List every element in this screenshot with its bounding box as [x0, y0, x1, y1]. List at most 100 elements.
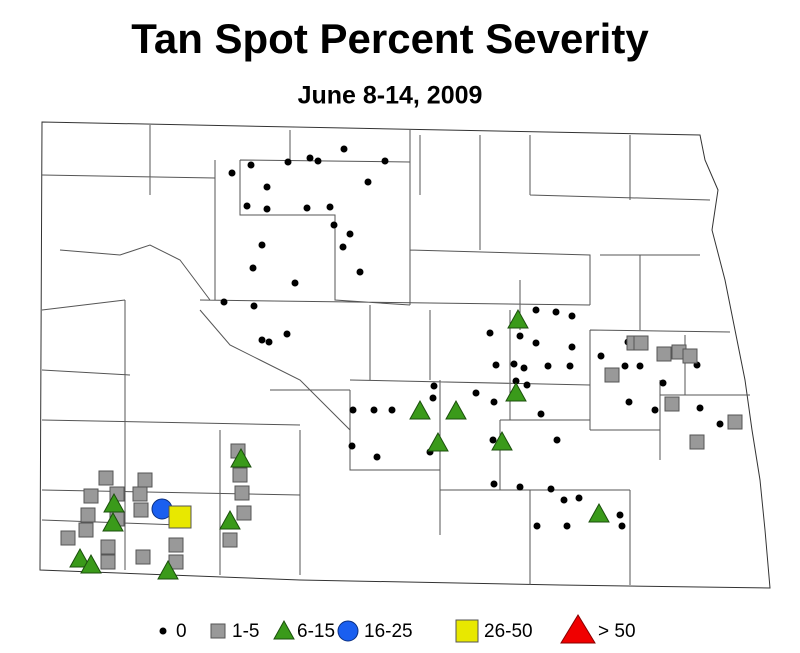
dot-marker	[510, 360, 518, 368]
dot-marker	[621, 362, 629, 370]
dot-marker	[303, 204, 311, 212]
triangle-marker	[273, 619, 295, 640]
dot-marker	[381, 157, 389, 165]
square-marker	[100, 554, 116, 570]
dot-marker	[330, 221, 338, 229]
dot-marker	[490, 398, 498, 406]
dot-marker	[314, 157, 322, 165]
legend-label: > 50	[598, 621, 636, 642]
square-marker	[222, 532, 238, 548]
dot-marker	[489, 436, 497, 444]
square-marker	[83, 488, 99, 504]
dot-marker	[263, 205, 271, 213]
dot-marker	[356, 268, 364, 276]
dot-marker	[346, 230, 354, 238]
triangle-marker	[588, 502, 610, 523]
square-marker	[135, 549, 151, 565]
square-marker	[60, 530, 76, 546]
dot-marker	[597, 352, 605, 360]
triangle-marker	[103, 492, 125, 513]
triangle-marker	[219, 509, 241, 530]
dot-marker	[552, 308, 560, 316]
dot-marker	[651, 406, 659, 414]
triangle-marker	[507, 308, 529, 329]
dot-marker	[263, 183, 271, 191]
dot-marker	[560, 496, 568, 504]
dot-marker	[516, 332, 524, 340]
circle-marker	[337, 620, 359, 642]
dot-marker	[247, 161, 255, 169]
dot-marker	[340, 145, 348, 153]
legend-label: 6-15	[297, 621, 335, 642]
state-outline	[39, 121, 771, 589]
dot-marker	[532, 306, 540, 314]
dot-marker	[616, 511, 624, 519]
dot-marker	[370, 406, 378, 414]
dot-marker	[553, 436, 561, 444]
dot-marker	[249, 264, 257, 272]
triangle-marker	[491, 430, 513, 451]
triangle-marker	[69, 547, 91, 568]
dot-marker	[659, 379, 667, 387]
triangle-marker	[445, 399, 467, 420]
dot-marker	[430, 382, 438, 390]
dot-marker	[492, 361, 500, 369]
dot-marker	[326, 203, 334, 211]
dot-marker	[563, 522, 571, 530]
square-marker	[682, 348, 698, 364]
legend-label: 26-50	[484, 621, 533, 642]
square-marker	[236, 505, 252, 521]
triangle-marker	[157, 559, 179, 580]
square-marker	[689, 434, 705, 450]
dot-marker	[490, 480, 498, 488]
triangle-marker	[427, 431, 449, 452]
legend-label: 16-25	[364, 621, 413, 642]
dot-marker	[159, 627, 167, 635]
dot-marker	[544, 362, 552, 370]
dot-marker	[228, 169, 236, 177]
dot-marker	[537, 410, 545, 418]
square-marker	[656, 346, 672, 362]
legend-label: 0	[176, 621, 187, 642]
dot-marker	[523, 381, 531, 389]
dot-marker	[349, 406, 357, 414]
red-triangle-marker	[560, 614, 596, 644]
yellow-marker	[455, 619, 479, 643]
dot-marker	[348, 442, 356, 450]
dot-marker	[716, 420, 724, 428]
square-marker	[100, 539, 116, 555]
square-marker	[80, 507, 96, 523]
dot-marker	[618, 522, 626, 530]
dot-marker	[250, 302, 258, 310]
square-marker	[78, 522, 94, 538]
dot-marker	[284, 158, 292, 166]
dot-marker	[516, 483, 524, 491]
square-marker	[137, 472, 153, 488]
dot-marker	[283, 330, 291, 338]
square-marker	[133, 502, 149, 518]
square-marker	[98, 470, 114, 486]
yellow-marker	[168, 505, 192, 529]
triangle-marker	[80, 553, 102, 574]
square-marker	[132, 486, 148, 502]
dot-marker	[568, 343, 576, 351]
dot-marker	[512, 377, 520, 385]
dot-marker	[472, 389, 480, 397]
map-title: Tan Spot Percent Severity	[131, 15, 649, 62]
map-subtitle: June 8-14, 2009	[298, 82, 483, 110]
dot-marker	[258, 336, 266, 344]
dot-marker	[568, 312, 576, 320]
square-marker	[210, 623, 226, 639]
dot-marker	[291, 279, 299, 287]
dot-marker	[258, 241, 266, 249]
markers	[60, 145, 743, 580]
dot-marker	[364, 178, 372, 186]
dot-marker	[388, 406, 396, 414]
triangle-marker	[102, 511, 124, 532]
square-marker	[633, 335, 649, 351]
dot-marker	[339, 243, 347, 251]
dot-marker	[547, 485, 555, 493]
dot-marker	[625, 398, 633, 406]
square-marker	[232, 467, 248, 483]
dot-marker	[265, 338, 273, 346]
